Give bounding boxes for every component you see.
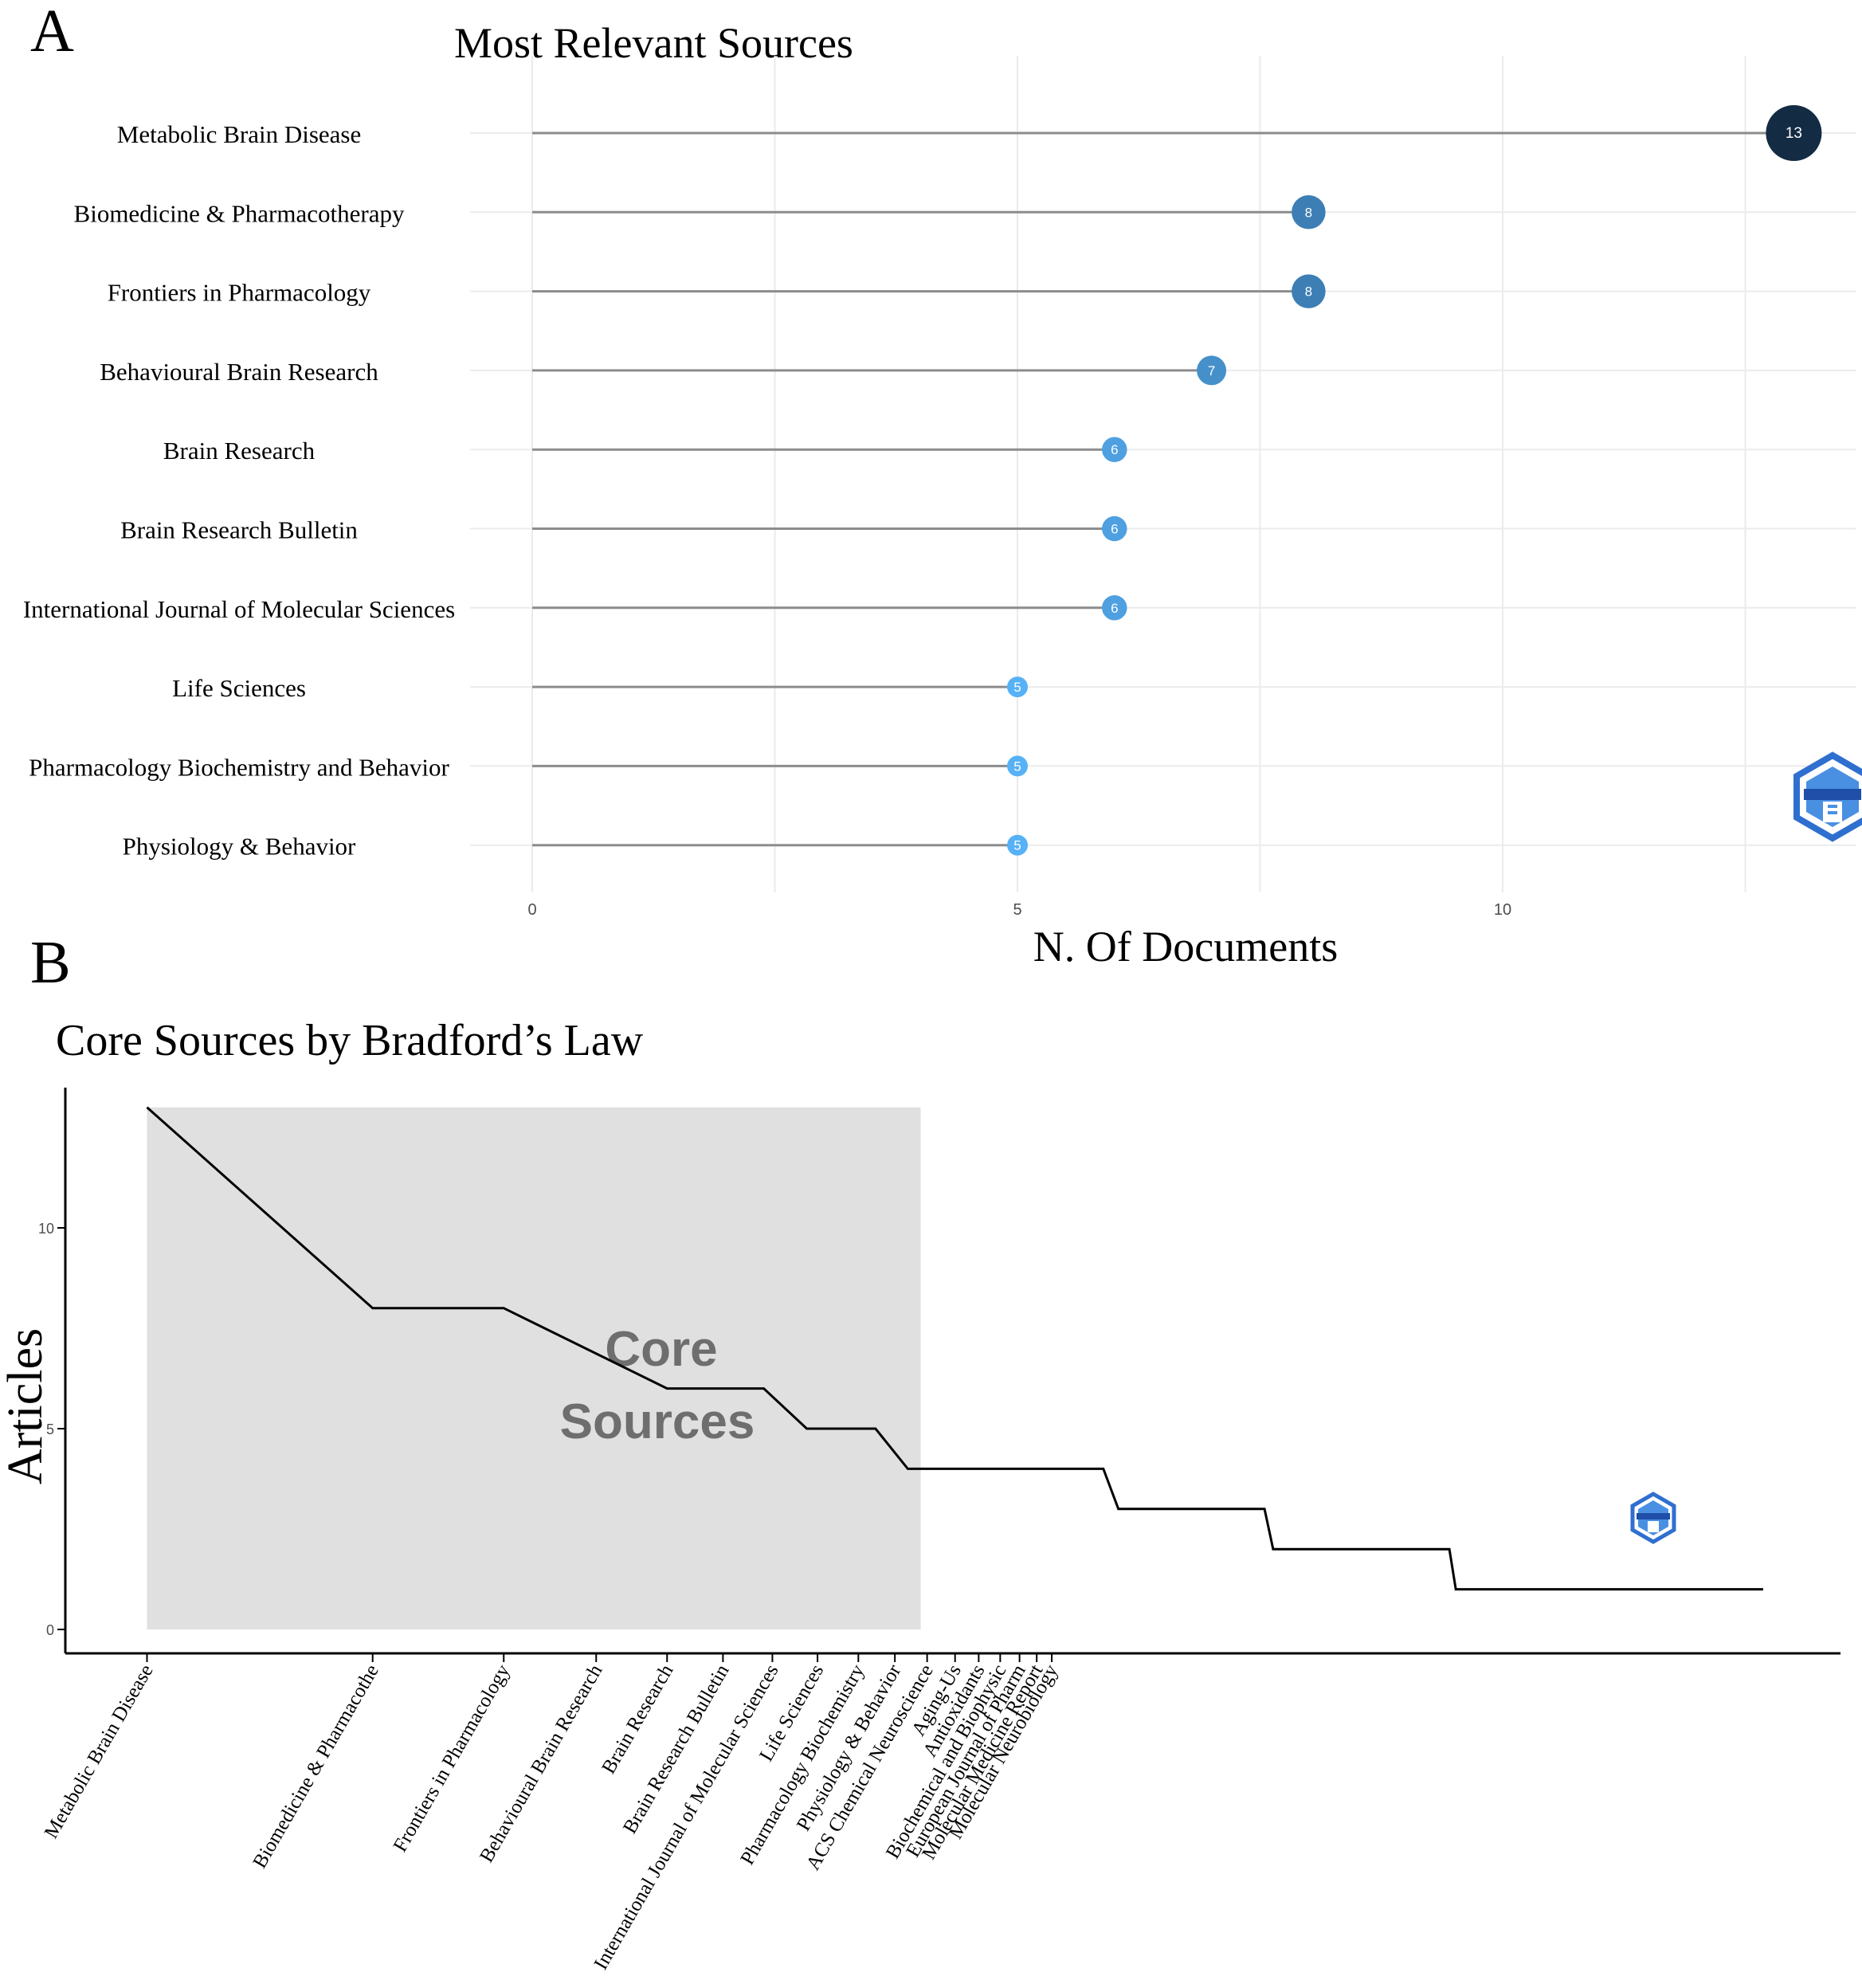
value-label-4: 7	[1208, 363, 1215, 378]
chart-a-points: 13 8 8 7 6 6 6 5 5 5	[1007, 105, 1822, 856]
bradford-step-line	[146, 1106, 1763, 1591]
chart-a-x-axis-label: N. Of Documents	[1033, 923, 1338, 970]
value-label-10: 5	[1013, 838, 1021, 853]
chart-a-stems	[532, 131, 1794, 847]
category-label-3: Frontiers in Pharmacology	[108, 279, 371, 307]
core-sources-annotation-line-2: Sources	[560, 1394, 755, 1449]
category-label-2: Biomedicine & Pharmacotherapy	[74, 199, 405, 227]
panel-a: A Most Relevant Sources 13 8 8 7 6 6 6 5 5 5 Meta…	[23, 0, 1862, 970]
point-2	[1292, 195, 1326, 229]
value-label-8: 5	[1013, 680, 1021, 695]
point-4	[1197, 355, 1227, 386]
chart-a-x-ticks: 0 5 10	[527, 901, 1511, 919]
category-label-5: Brain Research	[163, 437, 316, 465]
category-label-6: Brain Research Bulletin	[120, 516, 358, 544]
y-tick-label-10: 10	[38, 1221, 54, 1237]
point-3	[1292, 274, 1326, 308]
x-tick-label-5: 5	[1013, 901, 1021, 919]
y-tick-label-0: 0	[46, 1622, 54, 1638]
category-label-7: International Journal of Molecular Scien…	[23, 595, 455, 623]
point-6	[1102, 516, 1127, 542]
panel-b-letter: B	[30, 929, 71, 996]
category-label-4: Behavioural Brain Research	[100, 358, 378, 386]
value-label-6: 6	[1111, 522, 1118, 537]
value-label-5: 6	[1111, 442, 1118, 457]
chart-a-category-labels: Metabolic Brain Disease Biomedicine & Pha…	[23, 120, 455, 861]
value-label-7: 6	[1111, 601, 1118, 616]
y-tick-label-5: 5	[46, 1421, 54, 1437]
category-label-1: Metabolic Brain Disease	[117, 120, 361, 148]
x-tick-label-10: 10	[1494, 901, 1511, 919]
point-7	[1102, 595, 1127, 621]
value-label-3: 8	[1305, 284, 1312, 300]
point-8	[1007, 676, 1028, 698]
category-label-9: Pharmacology Biochemistry and Behavior	[29, 753, 449, 781]
point-5	[1102, 437, 1127, 462]
chart-b-y-ticks: 0 5 10	[38, 1221, 65, 1638]
panel-a-letter: A	[30, 0, 74, 65]
core-sources-band	[147, 1107, 921, 1629]
category-label-8: Life Sciences	[172, 674, 306, 702]
chart-b-title: Core Sources by Bradford’s Law	[56, 1016, 644, 1065]
point-1	[1766, 105, 1822, 161]
bibliometrix-logo-icon	[1630, 1492, 1676, 1544]
value-label-9: 5	[1013, 759, 1021, 774]
point-10	[1007, 834, 1028, 856]
value-label-2: 8	[1305, 205, 1312, 220]
value-label-1: 13	[1786, 125, 1802, 142]
point-9	[1007, 755, 1028, 777]
category-label-10: Physiology & Behavior	[123, 833, 356, 861]
chart-a-title: Most Relevant Sources	[454, 19, 853, 67]
bibliometrix-logo-icon	[1793, 751, 1862, 842]
chart-b-y-axis-label: Articles	[0, 1328, 53, 1484]
x-tick-label-0: 0	[527, 901, 536, 919]
core-sources-annotation-line-1: Core	[605, 1322, 717, 1377]
